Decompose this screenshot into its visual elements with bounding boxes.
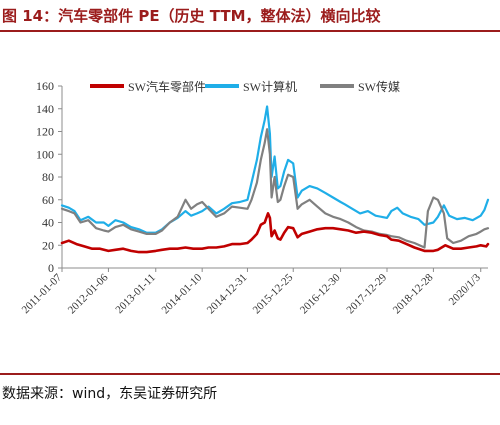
series-line-0	[60, 212, 490, 254]
y-tick-label: 80	[42, 170, 54, 184]
title-divider	[0, 30, 500, 32]
y-tick-label: 0	[48, 261, 54, 275]
series-line-2	[60, 128, 490, 249]
chart-legend: SW汽车零部件 SW计算机 SW传媒	[90, 79, 400, 94]
x-tick-label: 2011-01-07	[20, 271, 65, 316]
y-tick-label: 140	[36, 102, 54, 116]
legend-label: SW汽车零部件	[128, 79, 206, 94]
y-tick-label: 160	[36, 79, 54, 93]
x-tick-label: 2017-12-29	[344, 271, 389, 316]
data-source-note: 数据来源：wind，东吴证券研究所	[2, 386, 218, 402]
legend-label: SW计算机	[243, 79, 297, 94]
x-tick-label: 2016-12-30	[298, 271, 343, 316]
x-tick-label: 2012-01-06	[66, 271, 111, 316]
y-tick-label: 120	[36, 125, 54, 139]
x-tick-label: 2014-12-31	[205, 272, 250, 317]
x-tick-label: 2015-12-25	[251, 271, 296, 316]
chart-axes: 0 20 40 60 80 100 120 140 160 2011-01-07 2012-01-0…	[20, 79, 488, 316]
figure-title: 图 14：汽车零部件 PE（历史 TTM，整体法）横向比较	[2, 7, 381, 25]
legend-label: SW传媒	[358, 79, 400, 94]
y-tick-label: 100	[36, 147, 54, 161]
y-tick-label: 20	[42, 238, 54, 252]
x-tick-label: 2018-12-28	[391, 271, 436, 316]
x-tick-label: 2020/1/3	[447, 271, 483, 307]
source-divider	[0, 373, 500, 375]
chart-series	[60, 105, 490, 254]
series-line-1	[60, 105, 490, 234]
y-tick-label: 40	[42, 216, 54, 230]
x-tick-label: 2013-01-11	[113, 272, 157, 316]
pe-comparison-chart: 0 20 40 60 80 100 120 140 160 2011-01-07 2012-01-0…	[20, 79, 490, 316]
x-tick-label: 2014-01-10	[160, 271, 205, 316]
y-tick-label: 60	[42, 193, 54, 207]
